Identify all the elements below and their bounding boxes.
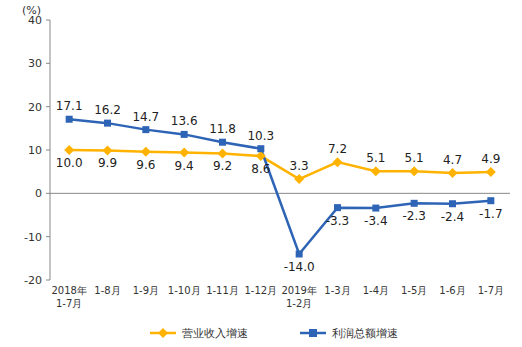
- x-tick-label: 1-5月: [401, 285, 427, 296]
- marker: [219, 139, 226, 146]
- marker: [486, 167, 496, 177]
- marker: [372, 205, 379, 212]
- y-tick-label: -10: [24, 231, 42, 244]
- y-tick: [46, 106, 50, 107]
- data-label: -2.4: [441, 210, 464, 224]
- data-label: 14.7: [132, 110, 159, 124]
- x-tick-label-line: 1-2月: [286, 298, 312, 309]
- data-label: 7.2: [328, 142, 347, 156]
- data-label: 3.3: [290, 159, 309, 173]
- x-tick-label-line: 1-8月: [94, 285, 120, 296]
- marker: [66, 116, 73, 123]
- data-label: 4.7: [443, 153, 462, 167]
- marker: [256, 151, 266, 161]
- legend-label: 利润总额增速: [332, 327, 398, 340]
- data-label: 9.6: [136, 158, 155, 172]
- data-label: 9.9: [98, 156, 117, 170]
- series-line: [69, 119, 491, 254]
- x-tick-label-line: 1-5月: [401, 285, 427, 296]
- data-label: -14.0: [284, 260, 315, 274]
- marker: [103, 145, 113, 155]
- data-label: 17.1: [56, 99, 83, 113]
- x-tick-label-line: 1-4月: [363, 285, 389, 296]
- x-tick-label-line: 1-7月: [478, 285, 504, 296]
- y-tick-label: 0: [35, 187, 42, 200]
- data-label: 4.9: [481, 152, 500, 166]
- x-tick-label: 1-12月: [244, 285, 277, 296]
- marker: [487, 197, 494, 204]
- x-tick-label-line: 1-3月: [324, 285, 350, 296]
- x-tick-label-line: 1-10月: [168, 285, 201, 296]
- marker: [104, 120, 111, 127]
- y-axis-label: (%): [22, 4, 41, 17]
- y-tick: [46, 150, 50, 151]
- x-tick-label-line: 2019年: [281, 285, 316, 296]
- data-label: 5.1: [366, 151, 385, 165]
- marker: [181, 131, 188, 138]
- marker: [449, 200, 456, 207]
- series-line: [69, 150, 491, 179]
- x-tick-label-line: 1-11月: [206, 285, 239, 296]
- x-tick-label: 1-10月: [168, 285, 201, 296]
- y-tick: [46, 20, 50, 21]
- data-label: 9.2: [213, 159, 232, 173]
- marker: [257, 145, 264, 152]
- x-tick-label: 1-3月: [324, 285, 350, 296]
- x-tick-label-line: 1-9月: [133, 285, 159, 296]
- x-tick-label-line: 1-7月: [56, 298, 82, 309]
- x-tick-label: 1-7月: [478, 285, 504, 296]
- marker: [334, 204, 341, 211]
- marker: [294, 174, 304, 184]
- marker: [296, 251, 303, 258]
- y-tick-label: -20: [24, 274, 42, 287]
- x-tick-label-line: 1-6月: [439, 285, 465, 296]
- data-label: 11.8: [209, 122, 236, 136]
- x-tick-label: 1-8月: [94, 285, 120, 296]
- x-tick-label: 1-9月: [133, 285, 159, 296]
- y-tick: [46, 63, 50, 64]
- y-tick: [46, 193, 50, 194]
- data-label: -2.3: [402, 209, 425, 223]
- x-tick-label-line: 2018年: [51, 285, 86, 296]
- legend-marker: [158, 328, 168, 338]
- chart: -20-10010203040(%)2018年1-7月1-8月1-9月1-10月…: [0, 0, 522, 347]
- y-tick-label: 20: [28, 101, 42, 114]
- marker: [371, 166, 381, 176]
- data-label: 5.1: [405, 151, 424, 165]
- y-tick-label: 30: [28, 57, 42, 70]
- marker: [64, 145, 74, 155]
- data-label: 10.3: [247, 129, 274, 143]
- plot-data: [64, 116, 496, 258]
- data-label: 10.0: [56, 156, 83, 170]
- marker: [141, 147, 151, 157]
- x-tick-label: 1-11月: [206, 285, 239, 296]
- marker: [411, 200, 418, 207]
- data-label: 13.6: [171, 114, 198, 128]
- marker: [409, 166, 419, 176]
- marker: [333, 157, 343, 167]
- x-tick-label: 1-4月: [363, 285, 389, 296]
- data-label: 8.6: [251, 162, 270, 176]
- y-tick-label: 10: [28, 144, 42, 157]
- x-tick-label: 2019年 1-2月: [281, 285, 316, 309]
- data-label: 9.4: [175, 159, 194, 173]
- marker: [142, 126, 149, 133]
- data-label: -3.3: [326, 214, 349, 228]
- marker: [218, 148, 228, 158]
- legend-label: 营业收入增速: [182, 327, 248, 340]
- zero-line: [50, 193, 510, 194]
- legend-marker: [309, 329, 317, 337]
- data-label: -1.7: [479, 207, 502, 221]
- x-tick-label-line: 1-12月: [244, 285, 277, 296]
- marker: [179, 148, 189, 158]
- x-tick-label: 1-6月: [439, 285, 465, 296]
- x-tick-label: 2018年 1-7月: [51, 285, 86, 309]
- marker: [448, 168, 458, 178]
- y-tick: [46, 280, 50, 281]
- data-label: -3.4: [364, 214, 387, 228]
- data-label: 16.2: [94, 103, 121, 117]
- y-tick: [46, 236, 50, 237]
